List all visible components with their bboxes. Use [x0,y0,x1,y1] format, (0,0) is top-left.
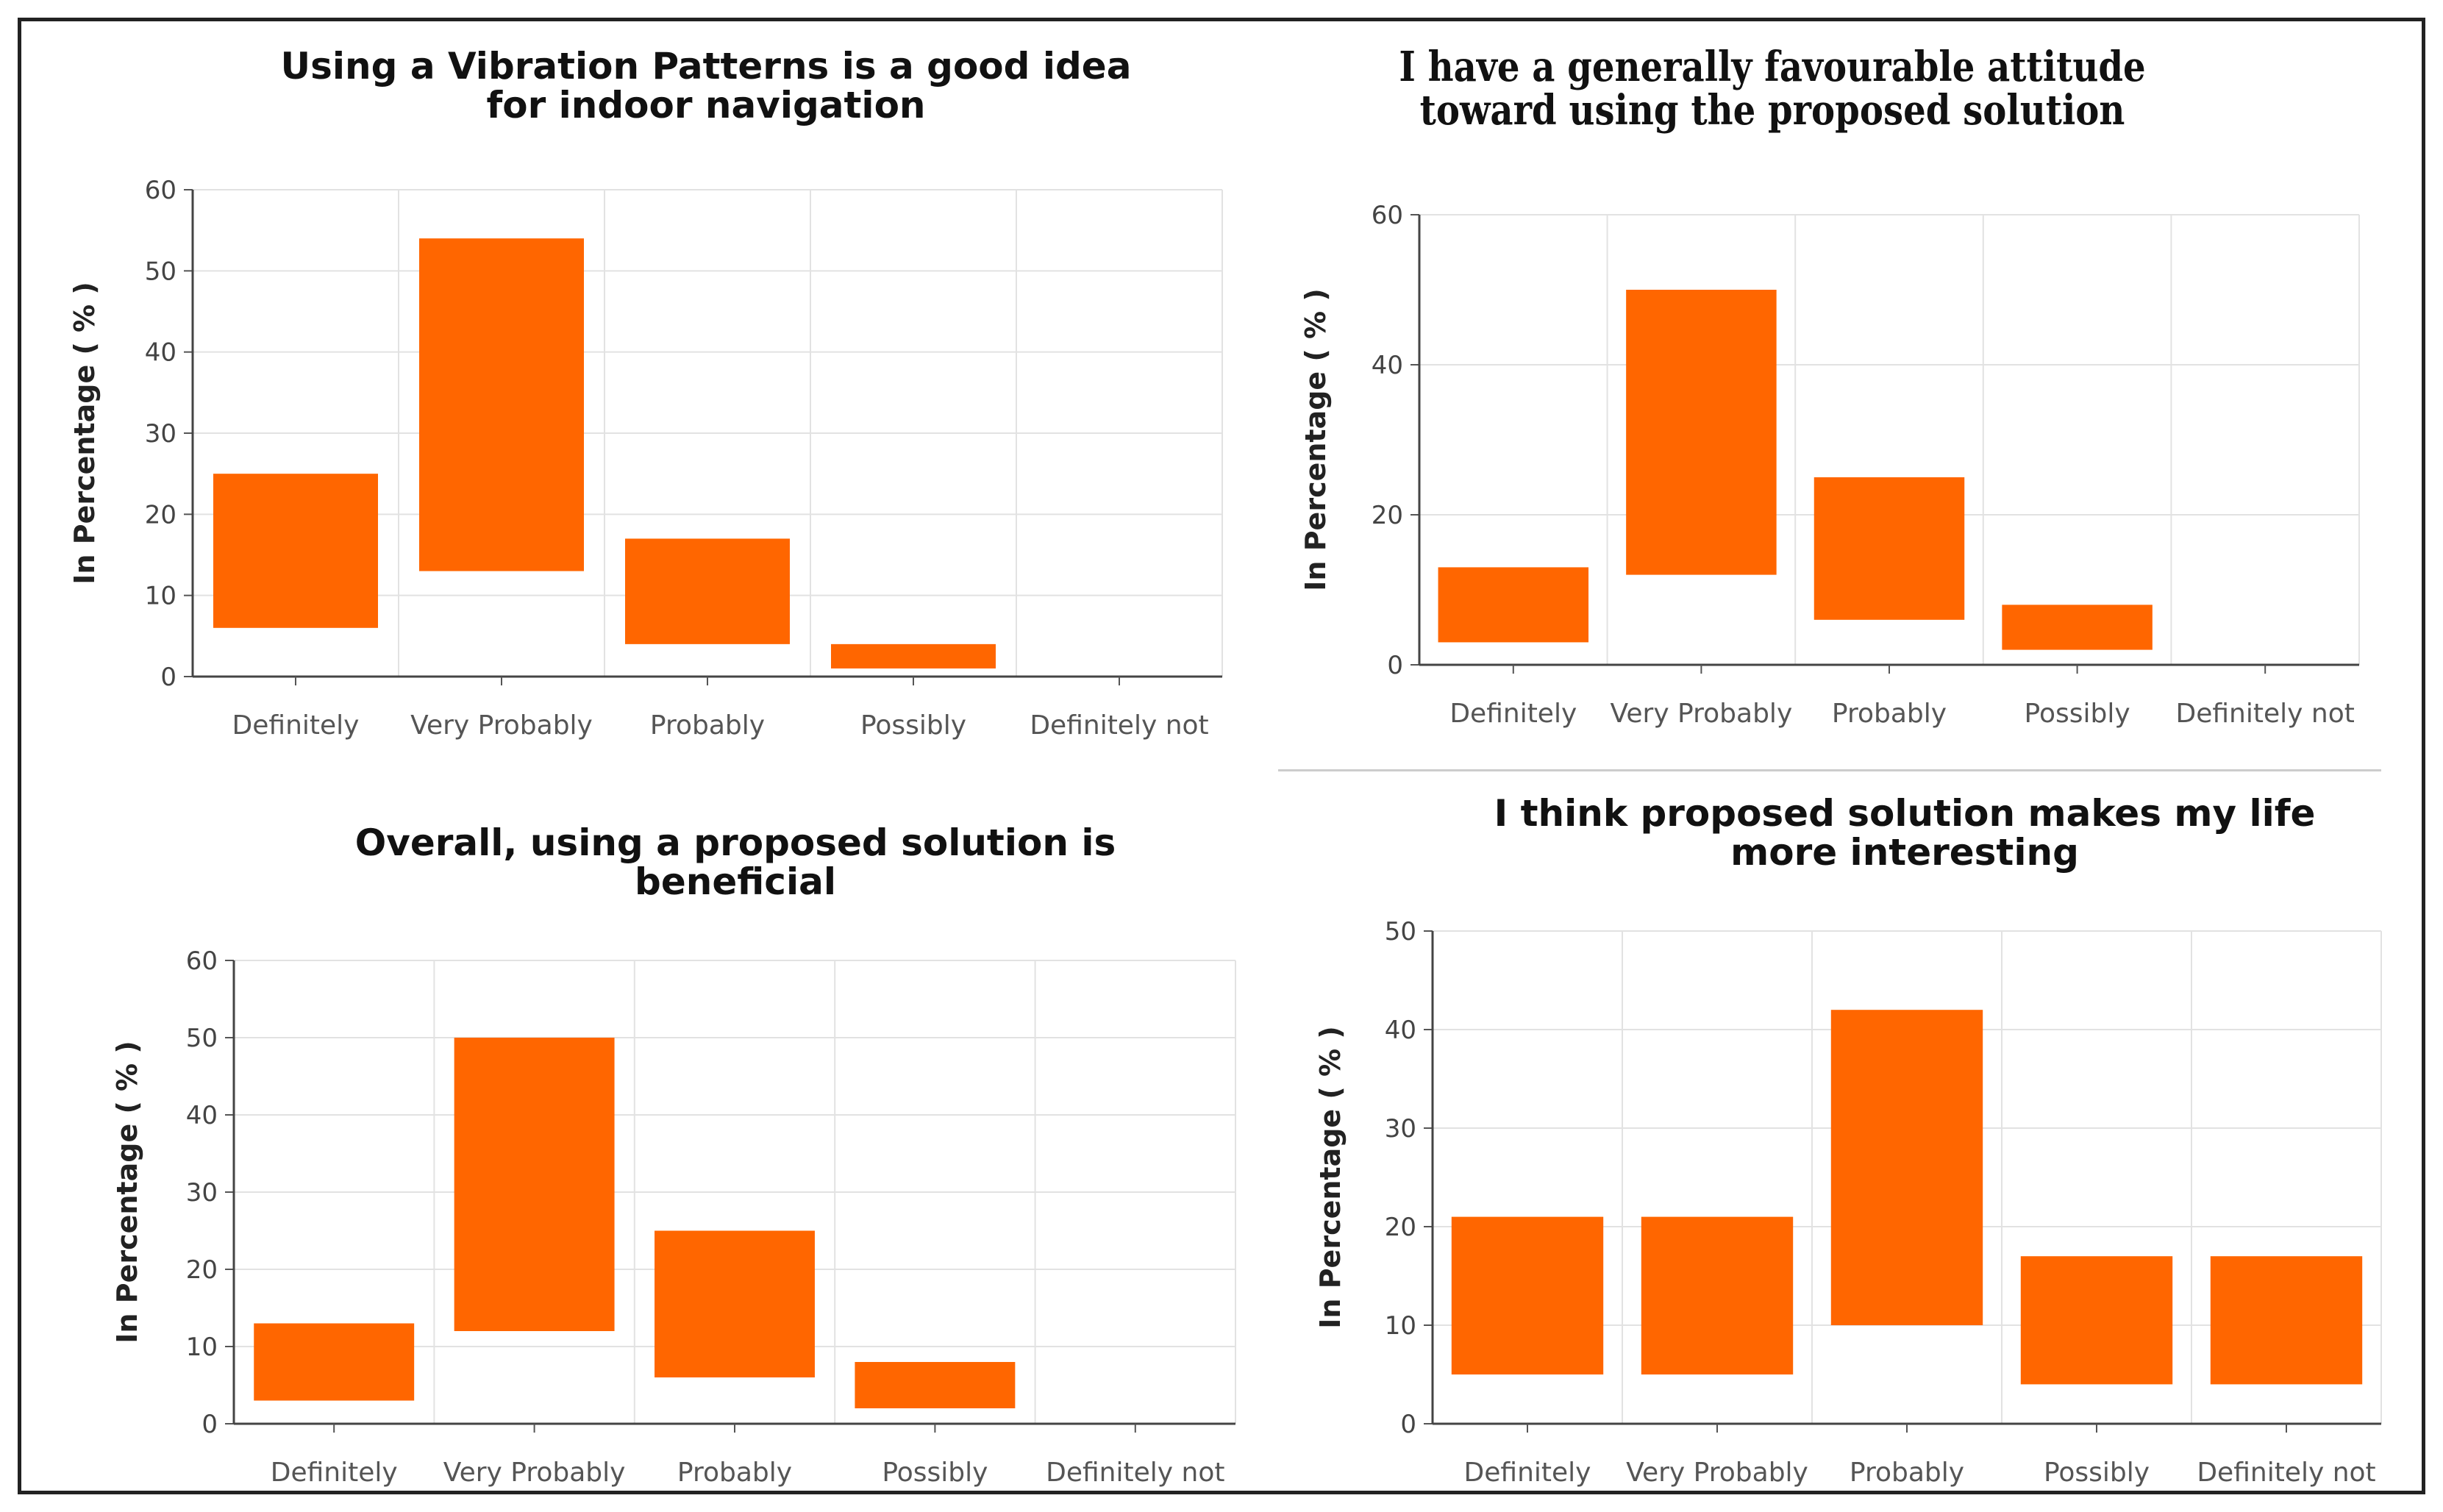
chart-4-ytick-label: 0 [1400,1410,1416,1439]
chart-1-category-label: Definitely [232,710,360,741]
chart-3-ytick-label: 10 [186,1333,218,1362]
chart-1-category-label: Probably [650,710,765,741]
chart-3-ytick-label: 50 [186,1024,218,1053]
chart-1-y-axis-label: In Percentage ( % ) [68,282,101,584]
chart-3-title: Overall, using a proposed solution is be… [354,821,1116,903]
chart-2-category-label: Probably [1832,699,1947,729]
chart-4-bar-definitely-not [2210,1256,2363,1385]
chart-3-category-label: Possibly [882,1458,988,1488]
chart-3-bar-probably [655,1230,815,1377]
chart-2-ytick-label: 60 [1372,201,1403,230]
chart-4-bar-definitely [1451,1216,1604,1374]
chart-1-title: Using a Vibration Patterns is a good ide… [280,45,1132,126]
chart-1-ytick-label: 20 [145,500,176,529]
chart-4-y-axis-label: In Percentage ( % ) [1314,1026,1347,1328]
chart-4-ytick-label: 40 [1385,1016,1416,1045]
panel-divider [1278,769,2381,771]
chart-2-bar-definitely [1438,567,1589,643]
chart-1-bar-very-probably [419,238,584,571]
chart-2-bar-very-probably [1626,290,1777,575]
chart-1-bar-probably [625,538,790,644]
chart-3-category-label: Definitely not [1046,1458,1224,1488]
chart-2-ytick-label: 20 [1372,501,1403,530]
chart-4-bar-very-probably [1641,1216,1794,1374]
chart-4-category-label: Very Probably [1626,1458,1808,1488]
chart-4-bar-possibly [2020,1256,2173,1385]
chart-3-y-axis-label: In Percentage ( % ) [111,1041,143,1343]
chart-3-ytick-label: 40 [186,1101,218,1130]
chart-1-ytick-label: 0 [160,663,176,692]
chart-1-ytick-label: 40 [145,338,176,368]
chart-2-category-label: Possibly [2025,699,2130,729]
chart-1-category-label: Definitely not [1030,710,1208,741]
chart-3-category-label: Probably [677,1458,792,1488]
chart-1-category-label: Possibly [860,710,966,741]
chart-3-ytick-label: 30 [186,1178,218,1208]
chart-4-bar-probably [1830,1010,1983,1325]
chart-2-y-axis-label: In Percentage ( % ) [1299,288,1332,591]
chart-2-bar-possibly [2002,605,2153,650]
chart-3-bar-possibly [855,1362,1016,1408]
chart-2-category-label: Definitely not [2176,699,2355,729]
chart-4-ytick-label: 50 [1385,917,1416,946]
chart-3-category-label: Definitely [271,1458,398,1488]
chart-2-ytick-label: 40 [1372,351,1403,380]
chart-4-category-label: Definitely not [2197,1458,2375,1488]
chart-1-bar-definitely [213,474,378,628]
chart-4-category-label: Possibly [2044,1458,2150,1488]
chart-1-category-label: Very Probably [410,710,593,741]
chart-1-ytick-label: 50 [145,257,176,286]
chart-4-ytick-label: 20 [1385,1213,1416,1242]
chart-4-title: I think proposed solution makes my life … [1494,792,2316,874]
chart-4-ytick-label: 10 [1385,1311,1416,1341]
chart-1-ytick-label: 60 [145,176,176,205]
chart-3-bar-very-probably [454,1038,615,1331]
chart-1-ytick-label: 30 [145,419,176,449]
chart-3-bar-definitely [254,1323,415,1401]
chart-3-ytick-label: 60 [186,946,218,976]
chart-4-category-label: Definitely [1464,1458,1591,1488]
chart-2-ytick-label: 0 [1387,651,1403,680]
chart-3-ytick-label: 20 [186,1255,218,1285]
chart-4-category-label: Probably [1850,1458,1964,1488]
chart-2-category-label: Definitely [1449,699,1577,729]
chart-4-ytick-label: 30 [1385,1114,1416,1144]
chart-2-category-label: Very Probably [1611,699,1793,729]
chart-3-category-label: Very Probably [443,1458,626,1488]
chart-3-ytick-label: 0 [201,1410,218,1439]
chart-1-ytick-label: 10 [145,582,176,611]
chart-2-title: I have a generally favourable attitude t… [1399,43,2146,135]
chart-1-bar-possibly [831,643,996,668]
chart-2-bar-probably [1813,477,1965,620]
